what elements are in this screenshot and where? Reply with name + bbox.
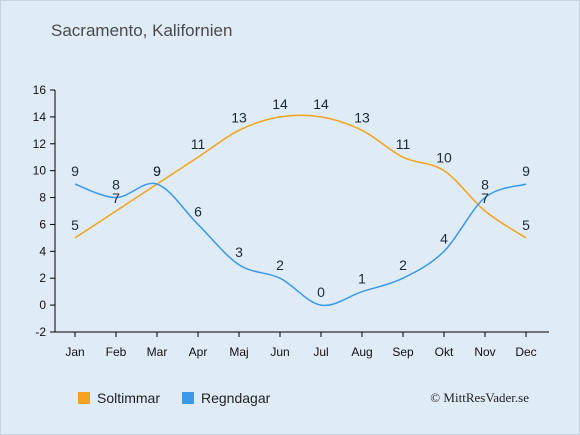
y-tick-label: 8 bbox=[39, 191, 46, 205]
y-tick-label: 2 bbox=[39, 271, 46, 285]
data-label-rain: 9 bbox=[522, 163, 530, 179]
x-tick-label: Nov bbox=[474, 345, 495, 359]
data-label-sun: 5 bbox=[71, 217, 79, 233]
x-tick-label: Okt bbox=[435, 345, 454, 359]
legend-label-rain: Regndagar bbox=[201, 390, 271, 406]
x-tick-label: Mar bbox=[147, 345, 168, 359]
legend-item-rain: Regndagar bbox=[182, 390, 270, 406]
x-tick-label: Dec bbox=[515, 345, 536, 359]
x-tick-label: Maj bbox=[229, 345, 248, 359]
data-label-sun: 5 bbox=[522, 217, 530, 233]
data-label-sun: 11 bbox=[396, 136, 411, 152]
data-label-rain: 0 bbox=[317, 284, 325, 300]
data-label-sun: 11 bbox=[191, 136, 206, 152]
legend-swatch-sun bbox=[78, 392, 90, 404]
data-label-rain: 2 bbox=[399, 257, 407, 273]
x-tick-label: Jun bbox=[270, 345, 289, 359]
y-tick-label: 16 bbox=[33, 83, 47, 97]
y-tick-label: 6 bbox=[39, 217, 46, 231]
y-tick-label: 12 bbox=[33, 137, 47, 151]
y-tick-label: 4 bbox=[39, 244, 46, 258]
series-line-sun bbox=[74, 114, 527, 239]
data-label-rain: 9 bbox=[153, 163, 161, 179]
y-tick-label: -2 bbox=[35, 325, 46, 339]
series-line-rain bbox=[74, 182, 527, 307]
y-tick-label: 0 bbox=[39, 298, 46, 312]
x-tick-label: Apr bbox=[189, 345, 208, 359]
data-label-rain: 3 bbox=[235, 244, 243, 260]
data-label-rain: 8 bbox=[481, 177, 489, 193]
y-tick-label: 10 bbox=[33, 164, 47, 178]
x-tick-label: Sep bbox=[392, 345, 414, 359]
legend-label-sun: Soltimmar bbox=[97, 390, 161, 406]
data-label-rain: 1 bbox=[358, 271, 366, 287]
data-label-rain: 8 bbox=[112, 177, 120, 193]
data-label-rain: 6 bbox=[194, 203, 202, 219]
x-tick-label: Feb bbox=[106, 345, 127, 359]
legend-item-sun: Soltimmar bbox=[78, 390, 160, 406]
data-label-rain: 2 bbox=[276, 257, 284, 273]
data-label-sun: 7 bbox=[112, 190, 120, 206]
legend-swatch-rain bbox=[182, 392, 194, 404]
data-label-sun: 14 bbox=[313, 96, 329, 112]
x-tick-label: Jan bbox=[65, 345, 84, 359]
y-tick-label: 14 bbox=[33, 110, 47, 124]
data-label-rain: 9 bbox=[71, 163, 79, 179]
x-tick-label: Aug bbox=[351, 345, 372, 359]
data-label-sun: 10 bbox=[436, 150, 452, 166]
x-tick-label: Jul bbox=[313, 345, 328, 359]
chart-title: Sacramento, Kalifornien bbox=[51, 21, 233, 40]
data-label-sun: 13 bbox=[231, 109, 247, 125]
data-label-sun: 14 bbox=[272, 96, 288, 112]
copyright-text: © MittResVader.se bbox=[430, 390, 529, 405]
data-label-sun: 9 bbox=[153, 163, 161, 179]
data-label-sun: 7 bbox=[481, 190, 489, 206]
data-label-sun: 13 bbox=[354, 109, 370, 125]
data-label-rain: 4 bbox=[440, 230, 448, 246]
